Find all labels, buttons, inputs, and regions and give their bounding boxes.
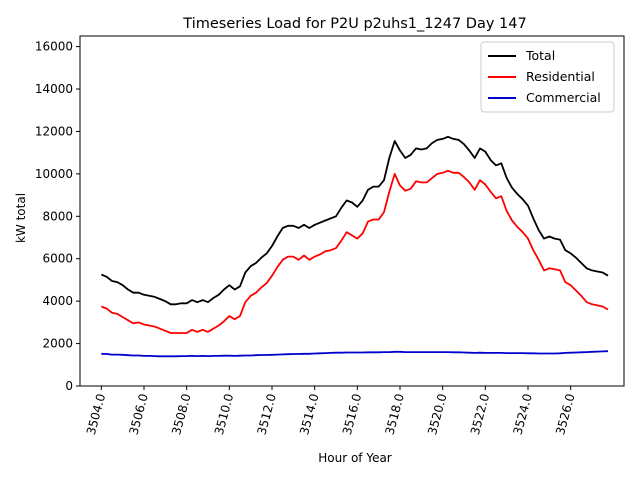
x-tick-label: 3526.0	[553, 392, 577, 436]
x-axis-title: Hour of Year	[318, 451, 392, 465]
legend-label-residential: Residential	[526, 69, 595, 84]
x-tick-label: 3518.0	[383, 392, 407, 436]
series-line-residential	[100, 169, 609, 334]
legend-label-total: Total	[525, 48, 555, 63]
x-tick-label: 3506.0	[127, 392, 151, 436]
x-tick-label: 3508.0	[169, 392, 193, 436]
y-tick-label: 10000	[35, 167, 73, 181]
x-tick-label: 3524.0	[511, 392, 535, 436]
legend-box	[480, 41, 615, 113]
y-tick-label: 4000	[42, 294, 73, 308]
x-tick-label: 3510.0	[212, 392, 236, 436]
x-tick-label: 3522.0	[468, 392, 492, 436]
legend-label-commercial: Commercial	[526, 90, 601, 105]
x-tick-label: 3520.0	[425, 392, 449, 436]
series-line-commercial	[101, 350, 609, 358]
x-tick-label: 3516.0	[340, 392, 364, 436]
y-tick-label: 12000	[35, 124, 73, 138]
y-tick-label: 0	[65, 379, 73, 393]
y-axis-title: kW total	[14, 193, 28, 243]
plot-frame	[79, 35, 625, 387]
x-tick-label: 3504.0	[84, 392, 108, 436]
y-tick-label: 8000	[42, 209, 73, 223]
chart-title: Timeseries Load for P2U p2uhs1_1247 Day …	[182, 16, 526, 32]
y-tick-label: 6000	[42, 252, 73, 266]
y-tick-label: 2000	[42, 337, 73, 351]
y-tick-label: 14000	[35, 82, 73, 96]
legend: Total Residential Commercial	[480, 41, 615, 113]
y-tick-label: 16000	[35, 40, 73, 54]
series-line-total	[100, 135, 609, 306]
x-tick-label: 3512.0	[255, 392, 279, 436]
x-tick-label: 3514.0	[297, 392, 321, 436]
